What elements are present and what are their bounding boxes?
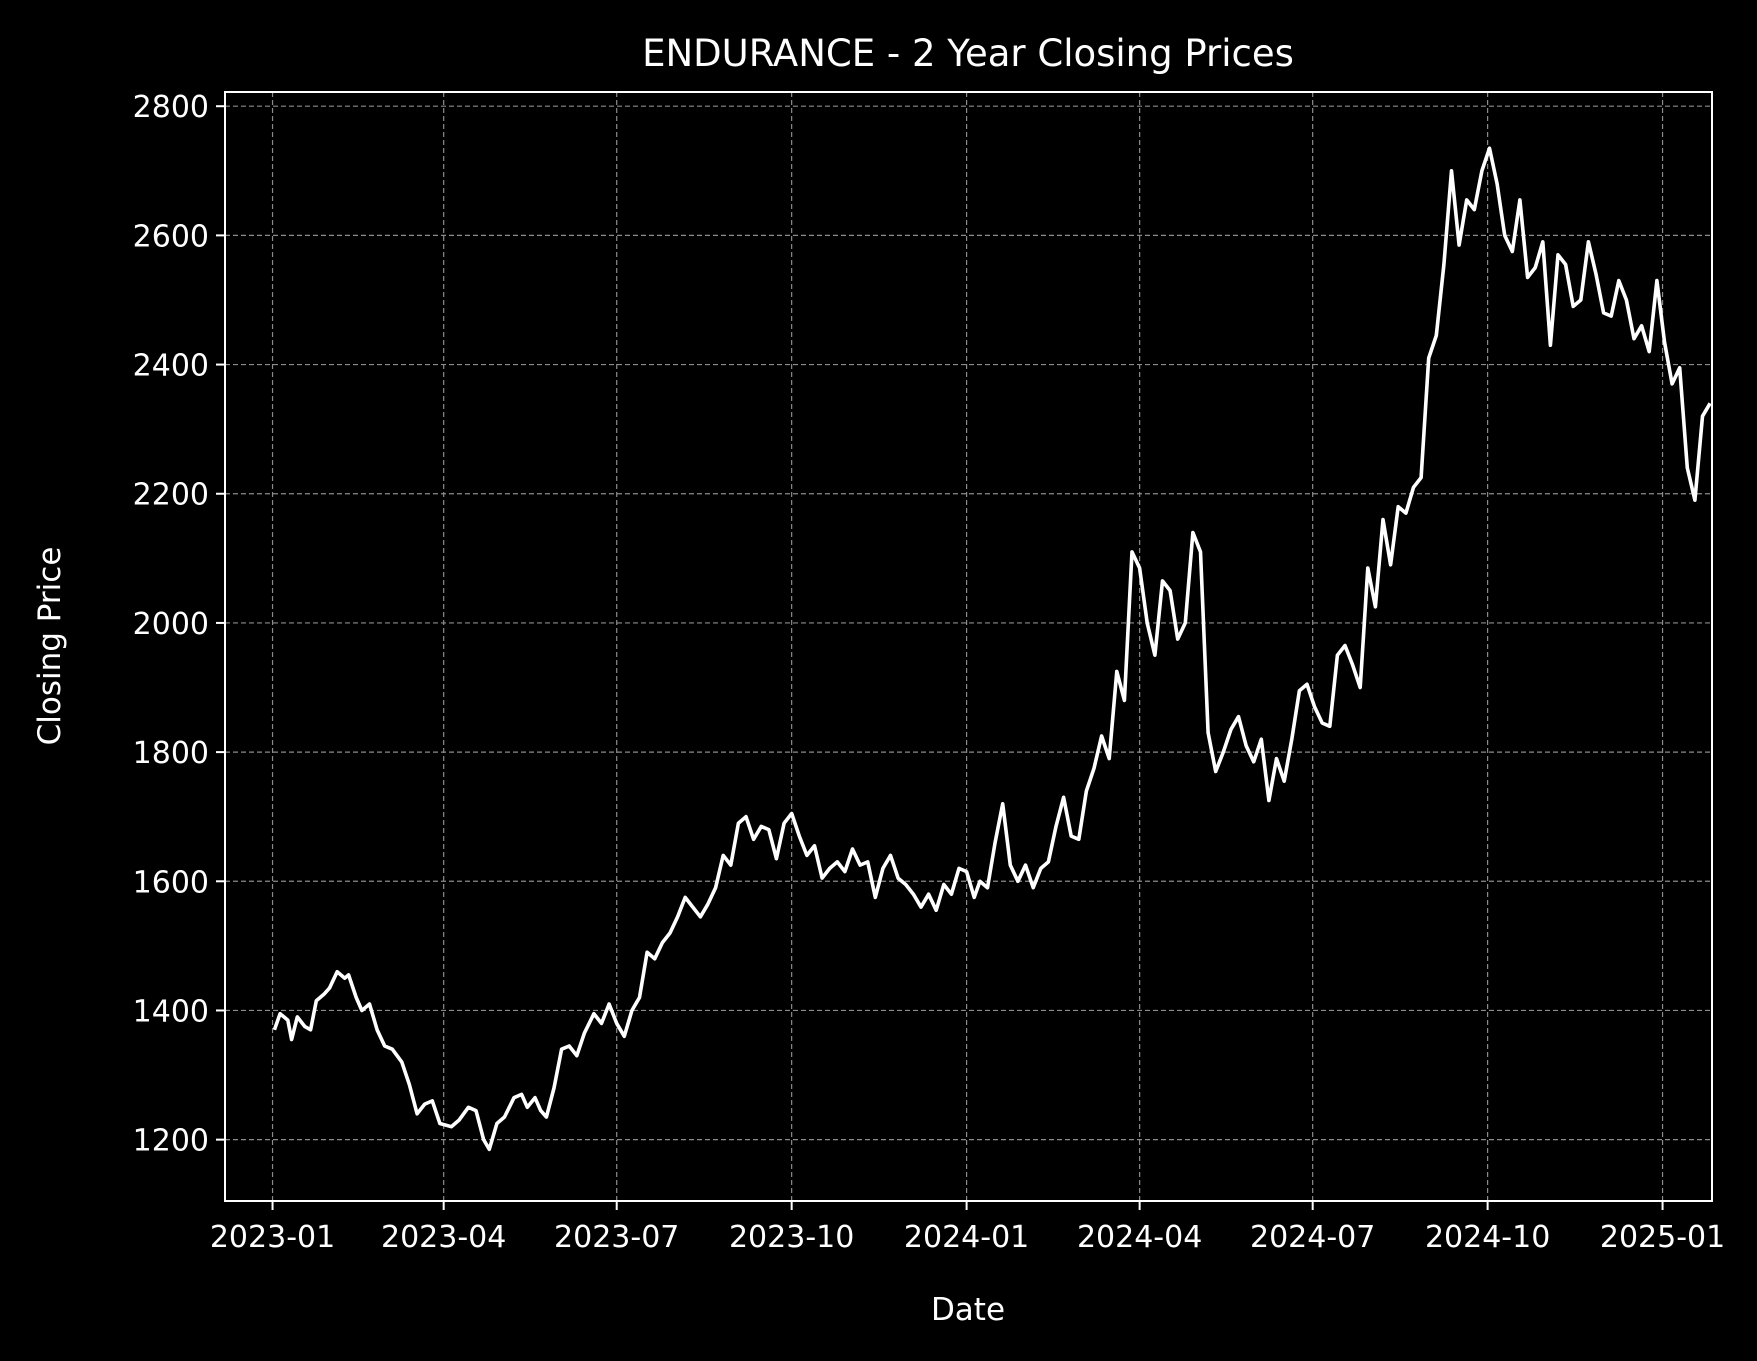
x-tick-label: 2024-07 (1250, 1220, 1375, 1255)
x-tick-label: 2023-04 (381, 1220, 506, 1255)
y-tick-label: 2600 (133, 219, 209, 254)
y-tick-label: 2000 (133, 607, 209, 642)
x-tick-label: 2023-10 (729, 1220, 854, 1255)
plot-frame (224, 91, 1713, 1202)
closing-price-line (272, 146, 1712, 1152)
y-tick-label: 2200 (133, 478, 209, 513)
y-axis: 1200 1400 1600 1800 2000 2200 2400 2600 2800 (133, 90, 225, 1159)
grid-lines (225, 92, 1712, 1201)
x-tick-label: 2025-01 (1600, 1220, 1725, 1255)
x-tick-label: 2024-04 (1077, 1220, 1202, 1255)
y-tick-label: 1600 (133, 865, 209, 900)
y-tick-label: 1400 (133, 994, 209, 1029)
y-axis-label: Closing Price (32, 547, 68, 746)
x-tick-label: 2024-01 (904, 1220, 1029, 1255)
y-tick-label: 2800 (133, 90, 209, 125)
x-tick-label: 2023-07 (554, 1220, 679, 1255)
chart-title: ENDURANCE - 2 Year Closing Prices (642, 32, 1294, 75)
x-tick-label: 2023-01 (210, 1220, 335, 1255)
y-tick-label: 1800 (133, 736, 209, 771)
y-tick-label: 1200 (133, 1124, 209, 1159)
y-tick-label: 2400 (133, 349, 209, 384)
x-tick-label: 2024-10 (1425, 1220, 1550, 1255)
x-axis: 2023-01 2023-04 2023-07 2023-10 2024-01 2024-… (210, 1201, 1725, 1255)
x-axis-label: Date (931, 1292, 1005, 1328)
